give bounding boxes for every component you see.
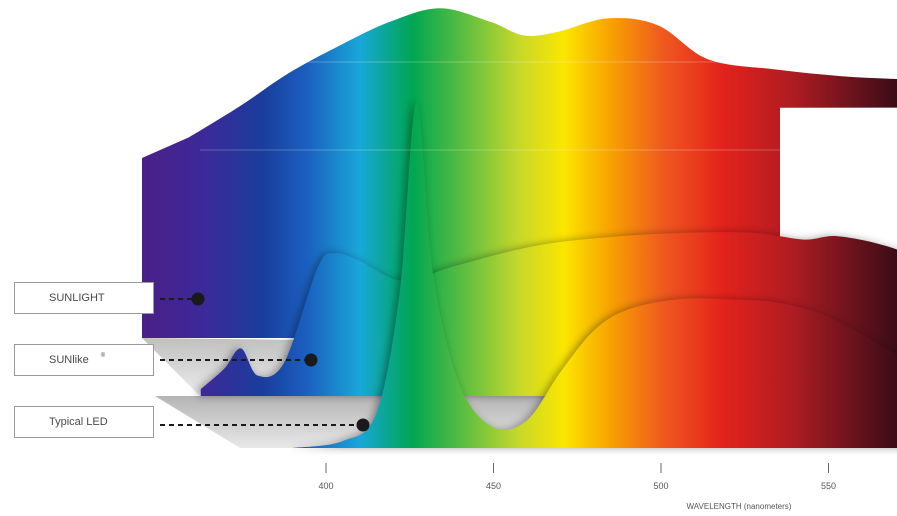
leader-dot-3 bbox=[356, 418, 370, 432]
tick-label-500: 500 bbox=[653, 481, 668, 491]
legend-led: Typical LED bbox=[14, 406, 154, 438]
registered-mark: ® bbox=[100, 353, 106, 359]
legend-leaders bbox=[160, 292, 370, 432]
x-axis-title: WAVELENGTH (nanometers) bbox=[687, 502, 792, 511]
legend-sunlike-label: SUNlike bbox=[49, 354, 89, 366]
legend-sunlight-label: SUNLIGHT bbox=[49, 292, 105, 304]
tick-label-550: 550 bbox=[821, 481, 836, 491]
legend-sunlight: SUNLIGHT bbox=[14, 282, 154, 314]
tick-label-400: 400 bbox=[318, 481, 333, 491]
leader-dot-2 bbox=[304, 353, 318, 367]
spectrum-areas bbox=[142, 8, 897, 448]
legend-led-label: Typical LED bbox=[49, 416, 108, 428]
leader-dot-1 bbox=[191, 292, 205, 306]
legend-sunlike: SUNlike ® bbox=[14, 344, 154, 376]
x-axis: 400450500550600650700WAVELENGTH (nanomet… bbox=[318, 463, 836, 511]
series-area-led bbox=[292, 101, 897, 448]
tick-label-450: 450 bbox=[486, 481, 501, 491]
